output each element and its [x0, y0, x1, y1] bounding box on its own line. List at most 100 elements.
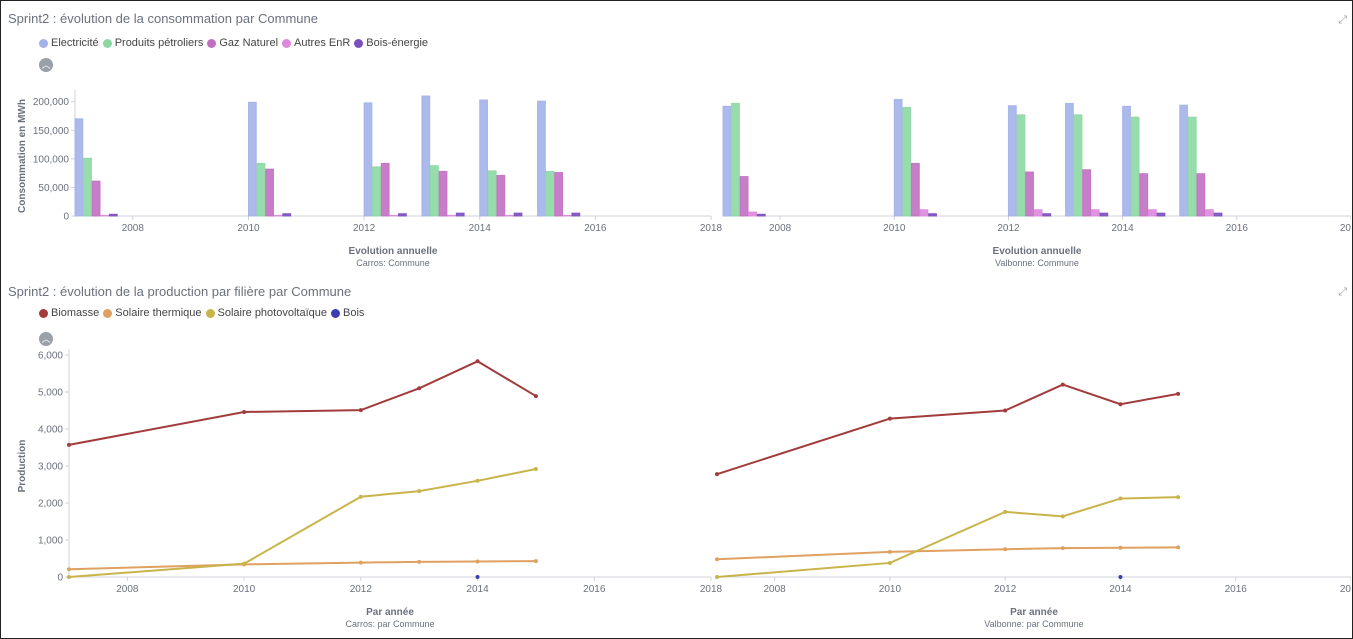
expand-icon[interactable]: ⤢: [1338, 14, 1347, 26]
bar: [1090, 209, 1100, 217]
data-point: [417, 559, 422, 564]
data-point: [1060, 382, 1065, 387]
chart-subtitle: Carros: Commune: [356, 258, 430, 268]
x-tick-label: 2016: [584, 223, 607, 234]
bar: [1196, 173, 1206, 217]
legend-dot: [330, 308, 340, 318]
data-point: [1118, 575, 1123, 579]
data-point: [67, 575, 71, 579]
legend-dot: [102, 38, 112, 48]
bar: [421, 95, 431, 217]
legend-label: Autres EnR: [294, 37, 351, 49]
y-tick-label: 3,000: [38, 462, 63, 473]
legend-item[interactable]: Gaz Naturel: [207, 37, 278, 49]
bar: [1007, 105, 1017, 217]
y-tick-label: 0: [57, 573, 63, 584]
data-point: [358, 560, 363, 565]
chart-subtitle: Valbonne: Commune: [995, 258, 1079, 268]
collapse-legend-icon[interactable]: ︿: [39, 332, 53, 346]
production-panel: Sprint2 : évolution de la production par…: [1, 280, 1351, 638]
bar: [247, 101, 257, 217]
x-tick-label: 2014: [1109, 584, 1132, 595]
bar: [83, 157, 92, 217]
legend-item[interactable]: Autres EnR: [282, 37, 350, 49]
x-tick-label: 2018: [700, 584, 723, 595]
panel-title: Sprint2 : évolution de la production par…: [8, 284, 352, 299]
bar: [265, 168, 274, 217]
y-tick-label: 4,000: [38, 425, 63, 436]
legend-dot: [207, 38, 217, 48]
bar: [1139, 173, 1149, 217]
series-line: [716, 496, 1179, 578]
series-line: [716, 383, 1179, 476]
bar: [397, 213, 407, 217]
y-tick-label: 2,000: [38, 499, 63, 510]
x-tick-label: 2016: [583, 584, 606, 595]
legend-item[interactable]: Produits pétroliers: [102, 37, 203, 49]
legend-label: Biomasse: [51, 307, 100, 319]
data-point: [475, 559, 480, 564]
x-tick-label: 2016: [1225, 584, 1248, 595]
chart-subtitle: Carros: par Commune: [345, 619, 434, 629]
legend-dot: [103, 308, 113, 318]
legend-label: Solaire thermique: [115, 307, 202, 319]
data-point: [887, 549, 892, 554]
data-point: [1118, 402, 1123, 407]
data-point: [1176, 545, 1181, 550]
bar: [739, 176, 749, 217]
data-point: [475, 359, 480, 364]
legend-item[interactable]: Biomasse: [39, 307, 99, 319]
bar: [282, 213, 292, 217]
bar: [748, 211, 758, 217]
bar: [1082, 169, 1092, 217]
data-point: [715, 472, 719, 477]
data-point: [417, 489, 422, 494]
bar: [756, 213, 766, 217]
legend: Electricité Produits pétroliers Gaz Nature…: [39, 37, 428, 49]
legend-item[interactable]: Electricité: [39, 37, 99, 49]
data-point: [887, 416, 892, 421]
bar: [479, 99, 489, 217]
bar: [731, 102, 740, 217]
legend-label: Bois-énergie: [366, 37, 429, 49]
bar: [74, 118, 84, 217]
x-tick-label: 2010: [237, 223, 260, 234]
x-tick-label: 2008: [122, 223, 145, 234]
bar: [902, 106, 912, 217]
bar: [1042, 213, 1052, 217]
y-tick-label: 5,000: [38, 388, 63, 399]
legend-item[interactable]: Solaire thermique: [103, 307, 202, 319]
legend-item[interactable]: Bois-énergie: [354, 37, 428, 49]
production-chart: 2008 2010 2012 2014 2016 2018 0 1,000 2,000 3,000…: [17, 349, 1351, 629]
x-tick-label: 2014: [1112, 223, 1135, 234]
bar: [91, 180, 101, 217]
data-point: [67, 442, 71, 447]
consumption-panel: Sprint2 : évolution de la consommation p…: [1, 0, 1351, 280]
x-tick-label: 2014: [466, 584, 489, 595]
x-tick-label: 2010: [883, 223, 906, 234]
y-tick-label: 6,000: [38, 351, 63, 362]
data-point: [1118, 496, 1123, 501]
y-tick-label: 200,000: [33, 97, 70, 108]
bar: [100, 214, 110, 217]
legend-dot: [354, 38, 364, 48]
panel-title: Sprint2 : évolution de la consommation p…: [8, 11, 318, 26]
data-point: [1060, 514, 1065, 519]
legend-item[interactable]: Solaire photovoltaïque: [205, 307, 327, 319]
series-line: [68, 467, 537, 578]
x-axis-label: Par année: [366, 607, 414, 618]
bar: [1156, 212, 1166, 217]
legend-item[interactable]: Bois: [330, 307, 364, 319]
data-point: [533, 559, 538, 564]
legend-label: Solaire photovoltaïque: [217, 307, 327, 319]
data-point: [67, 567, 71, 572]
collapse-legend-icon[interactable]: ︿: [39, 58, 53, 72]
y-axis-label: Consommation en MWh: [17, 99, 28, 213]
bar: [1033, 209, 1043, 217]
bar: [256, 162, 266, 217]
bar: [1016, 114, 1026, 217]
bar: [447, 214, 457, 217]
bar: [554, 172, 564, 217]
data-point: [715, 575, 719, 579]
expand-icon[interactable]: ⤢: [1338, 286, 1347, 298]
